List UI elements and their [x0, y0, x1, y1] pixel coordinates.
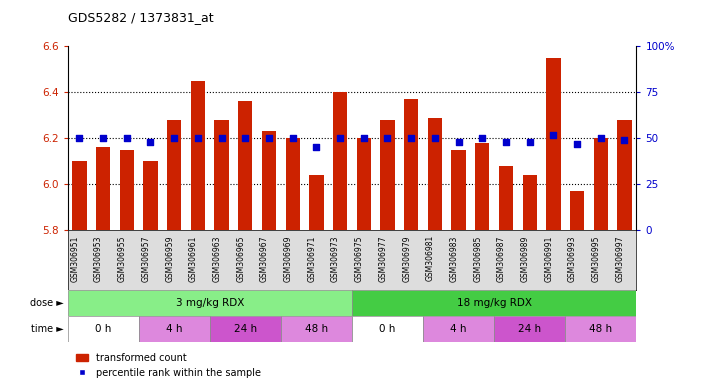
Point	[169, 135, 180, 141]
Bar	[594, 138, 608, 230]
Point	[572, 141, 583, 147]
Point	[192, 135, 203, 141]
Bar	[357, 138, 371, 230]
Bar	[352, 316, 423, 342]
Bar	[428, 118, 442, 230]
Point	[453, 139, 464, 145]
Text: 48 h: 48 h	[589, 324, 612, 334]
Point	[334, 135, 346, 141]
Text: 48 h: 48 h	[305, 324, 328, 334]
Bar	[617, 120, 631, 230]
Text: 4 h: 4 h	[166, 324, 183, 334]
Text: 24 h: 24 h	[518, 324, 541, 334]
Point	[240, 135, 251, 141]
Text: GSM306969: GSM306969	[284, 235, 293, 281]
Text: 0 h: 0 h	[95, 324, 112, 334]
Text: GSM306981: GSM306981	[426, 235, 435, 281]
Bar	[210, 316, 281, 342]
Bar	[404, 99, 418, 230]
Point	[97, 135, 109, 141]
Bar	[309, 175, 324, 230]
Text: GSM306993: GSM306993	[568, 235, 577, 281]
Text: GSM306997: GSM306997	[616, 235, 624, 281]
Bar	[68, 290, 352, 316]
Bar	[191, 81, 205, 230]
Point	[74, 135, 85, 141]
Text: GSM306961: GSM306961	[189, 235, 198, 281]
Bar	[119, 150, 134, 230]
Point	[121, 135, 132, 141]
Bar	[523, 175, 537, 230]
Bar	[73, 161, 87, 230]
Bar	[238, 101, 252, 230]
Text: GSM306973: GSM306973	[331, 235, 340, 281]
Bar	[380, 120, 395, 230]
Text: 0 h: 0 h	[379, 324, 396, 334]
Text: dose ►: dose ►	[31, 298, 64, 308]
Text: GSM306955: GSM306955	[118, 235, 127, 281]
Text: GSM306983: GSM306983	[449, 235, 459, 281]
Point	[476, 135, 488, 141]
Bar	[167, 120, 181, 230]
Bar	[475, 143, 489, 230]
Point	[429, 135, 441, 141]
Text: GSM306977: GSM306977	[378, 235, 387, 281]
Bar	[423, 316, 494, 342]
Bar	[262, 131, 276, 230]
Bar	[215, 120, 229, 230]
Text: GSM306963: GSM306963	[213, 235, 222, 281]
Point	[358, 135, 370, 141]
Bar	[68, 316, 139, 342]
Point	[263, 135, 274, 141]
Point	[524, 139, 535, 145]
Text: GSM306991: GSM306991	[545, 235, 553, 281]
Point	[287, 135, 299, 141]
Text: GSM306965: GSM306965	[236, 235, 245, 281]
Text: time ►: time ►	[31, 324, 64, 334]
Bar	[546, 58, 560, 230]
Text: GDS5282 / 1373831_at: GDS5282 / 1373831_at	[68, 12, 213, 25]
Bar	[139, 316, 210, 342]
Bar	[451, 150, 466, 230]
Text: 4 h: 4 h	[450, 324, 467, 334]
Text: GSM306987: GSM306987	[497, 235, 506, 281]
Point	[595, 135, 606, 141]
Bar	[570, 191, 584, 230]
Text: GSM306985: GSM306985	[474, 235, 482, 281]
Text: GSM306995: GSM306995	[592, 235, 601, 281]
Text: 3 mg/kg RDX: 3 mg/kg RDX	[176, 298, 244, 308]
Text: GSM306975: GSM306975	[355, 235, 364, 281]
Text: GSM306957: GSM306957	[141, 235, 151, 281]
Point	[547, 131, 559, 137]
Text: GSM306959: GSM306959	[165, 235, 174, 281]
Bar	[499, 166, 513, 230]
Text: 24 h: 24 h	[234, 324, 257, 334]
Legend: transformed count, percentile rank within the sample: transformed count, percentile rank withi…	[73, 349, 264, 382]
Bar	[281, 316, 352, 342]
Text: GSM306971: GSM306971	[307, 235, 316, 281]
Text: 18 mg/kg RDX: 18 mg/kg RDX	[456, 298, 532, 308]
Point	[311, 144, 322, 151]
Point	[405, 135, 417, 141]
Bar	[96, 147, 110, 230]
Point	[145, 139, 156, 145]
Point	[619, 137, 630, 143]
Text: GSM306967: GSM306967	[260, 235, 269, 281]
Text: GSM306951: GSM306951	[70, 235, 80, 281]
Point	[501, 139, 512, 145]
Point	[216, 135, 228, 141]
Bar	[352, 290, 636, 316]
Bar	[565, 316, 636, 342]
Text: GSM306953: GSM306953	[94, 235, 103, 281]
Point	[382, 135, 393, 141]
Text: GSM306989: GSM306989	[520, 235, 530, 281]
Bar	[144, 161, 158, 230]
Bar	[286, 138, 300, 230]
Bar	[333, 92, 347, 230]
Bar	[494, 316, 565, 342]
Text: GSM306979: GSM306979	[402, 235, 411, 281]
